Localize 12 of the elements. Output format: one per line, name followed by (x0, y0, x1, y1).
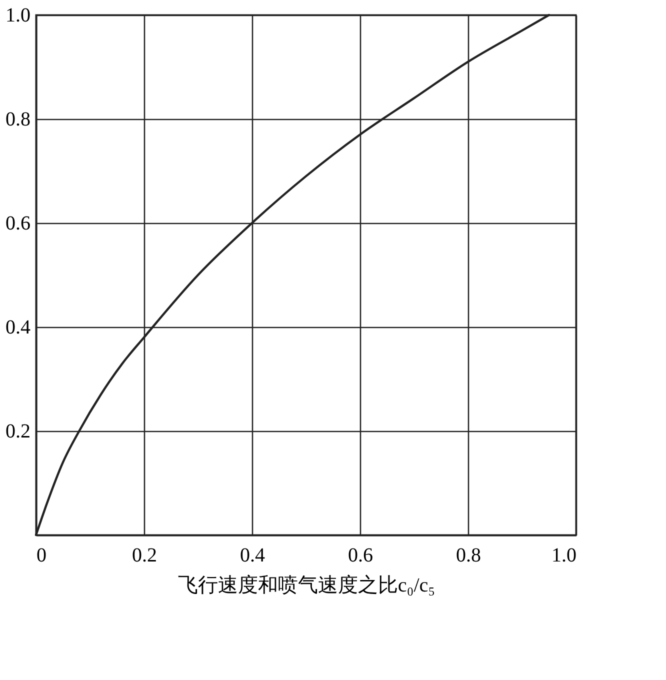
x-tick-label: 0.4 (240, 544, 265, 566)
y-tick-label: 0.8 (6, 108, 30, 130)
y-tick-label: 1.0 (6, 4, 30, 26)
y-tick-label: 0.4 (6, 316, 30, 338)
x-tick-label: 0.6 (348, 544, 373, 566)
x-tick-label: 0.2 (132, 544, 157, 566)
y-tick-label: 0.2 (6, 420, 30, 442)
x-axis-title: 飞行速度和喷气速度之比c₀/c₅ (178, 574, 436, 596)
x-tick-label: 0.8 (456, 544, 481, 566)
x-tick-label: 1.0 (552, 544, 576, 566)
y-tick-label: 0.6 (6, 212, 30, 234)
x-tick-label: 0 (36, 544, 46, 566)
